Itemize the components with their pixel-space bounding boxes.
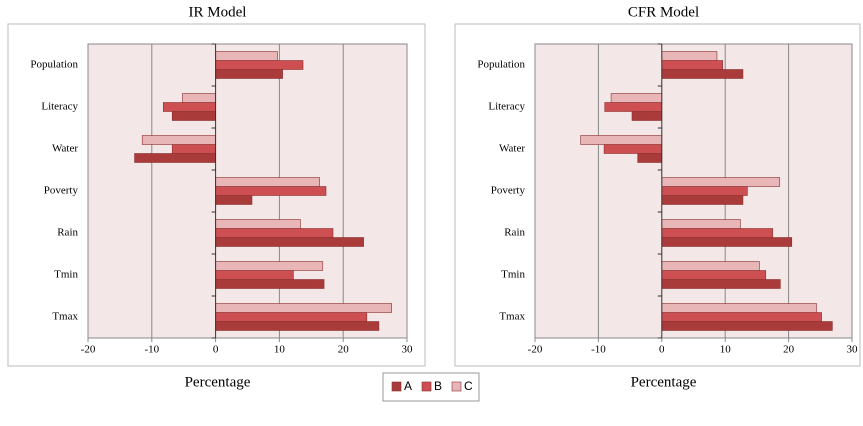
x-tick-label: 30 bbox=[847, 344, 859, 356]
x-tick-label: 10 bbox=[274, 344, 286, 356]
bar bbox=[637, 153, 663, 163]
bar bbox=[631, 111, 663, 121]
x-tick-label: 0 bbox=[659, 344, 665, 356]
y-tick-label: Water bbox=[52, 143, 78, 155]
y-tick-label: Tmin bbox=[54, 269, 78, 281]
bar bbox=[661, 177, 781, 187]
legend-label: A bbox=[404, 379, 412, 393]
legend-swatch bbox=[451, 381, 462, 392]
bar bbox=[215, 60, 304, 70]
bar bbox=[661, 60, 723, 70]
x-tick-label: 20 bbox=[783, 344, 795, 356]
bar bbox=[661, 186, 748, 196]
x-tick-label: -20 bbox=[528, 344, 543, 356]
bar bbox=[134, 153, 216, 163]
bar bbox=[661, 237, 793, 247]
y-tick-label: Poverty bbox=[44, 185, 79, 197]
bar bbox=[162, 102, 216, 112]
bar bbox=[215, 69, 283, 79]
bar bbox=[661, 321, 833, 331]
bar bbox=[215, 270, 294, 280]
bar bbox=[215, 228, 334, 238]
bar bbox=[661, 228, 774, 238]
y-tick-label: Population bbox=[30, 59, 78, 71]
legend-swatch bbox=[391, 381, 402, 392]
legend-swatch bbox=[421, 381, 432, 392]
bar bbox=[661, 279, 781, 289]
bar bbox=[661, 303, 817, 313]
y-tick-label: Literacy bbox=[41, 101, 78, 113]
x-tick-label: -20 bbox=[81, 344, 96, 356]
bar bbox=[610, 93, 663, 103]
chart-title: IR Model bbox=[189, 4, 247, 20]
x-tick-label: -10 bbox=[144, 344, 159, 356]
bar bbox=[171, 144, 216, 154]
bar bbox=[603, 144, 663, 154]
legend-label: C bbox=[464, 379, 473, 393]
bar bbox=[182, 93, 216, 103]
y-tick-label: Population bbox=[477, 59, 525, 71]
bar bbox=[215, 195, 253, 205]
bar bbox=[661, 270, 767, 280]
y-tick-label: Water bbox=[499, 143, 525, 155]
bar bbox=[215, 279, 325, 289]
bar bbox=[215, 303, 392, 313]
bar bbox=[141, 135, 216, 145]
bar bbox=[580, 135, 663, 145]
bar bbox=[604, 102, 663, 112]
y-tick-label: Literacy bbox=[488, 101, 525, 113]
chart-title: CFR Model bbox=[628, 4, 699, 20]
x-tick-label: 0 bbox=[213, 344, 219, 356]
x-tick-label: 30 bbox=[402, 344, 414, 356]
bar bbox=[215, 312, 368, 322]
bar bbox=[215, 177, 320, 187]
bar bbox=[661, 312, 822, 322]
bar bbox=[215, 51, 278, 61]
bar bbox=[215, 261, 324, 271]
x-axis-label: Percentage bbox=[185, 374, 251, 390]
bar bbox=[215, 237, 364, 247]
bar bbox=[661, 195, 744, 205]
bar bbox=[661, 261, 760, 271]
x-tick-label: 20 bbox=[338, 344, 350, 356]
bar bbox=[215, 219, 301, 229]
y-tick-label: Rain bbox=[504, 227, 525, 239]
bar bbox=[661, 51, 718, 61]
y-tick-label: Tmax bbox=[499, 311, 525, 323]
x-tick-label: -10 bbox=[591, 344, 606, 356]
y-tick-label: Tmin bbox=[501, 269, 525, 281]
bar bbox=[661, 219, 741, 229]
bar bbox=[215, 186, 327, 196]
y-tick-label: Poverty bbox=[491, 185, 526, 197]
bar bbox=[171, 111, 216, 121]
x-tick-label: 10 bbox=[720, 344, 732, 356]
x-axis-label: Percentage bbox=[631, 374, 697, 390]
y-tick-label: Rain bbox=[57, 227, 78, 239]
legend-label: B bbox=[434, 379, 442, 393]
y-tick-label: Tmax bbox=[52, 311, 78, 323]
bar bbox=[215, 321, 380, 331]
bar bbox=[661, 69, 744, 79]
